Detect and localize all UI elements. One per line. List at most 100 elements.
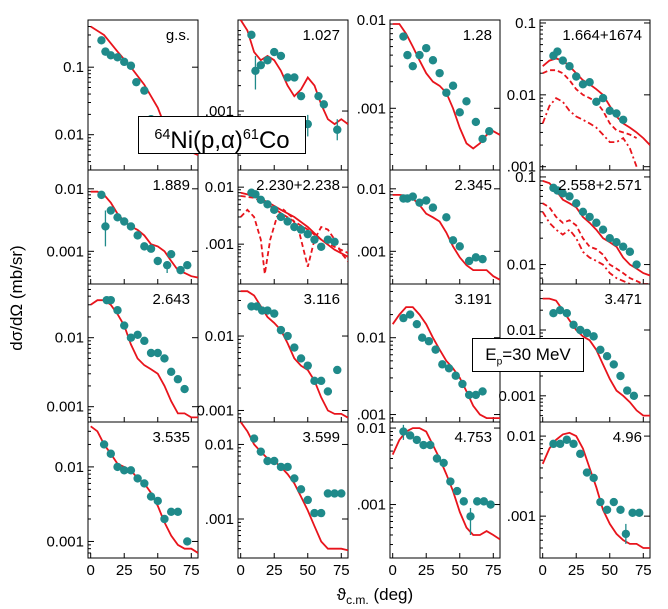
data-point bbox=[609, 360, 618, 369]
beam-energy-box: Ep=30 MeV bbox=[472, 338, 584, 372]
theory-curve-solid bbox=[391, 306, 500, 419]
reaction-mass-b: 61 bbox=[242, 127, 259, 143]
data-point bbox=[176, 265, 185, 275]
data-point bbox=[166, 367, 176, 377]
data-point bbox=[140, 336, 149, 346]
data-point bbox=[290, 343, 299, 352]
data-point bbox=[471, 253, 481, 262]
data-point bbox=[578, 207, 588, 217]
data-point bbox=[462, 97, 471, 106]
data-point bbox=[140, 242, 149, 251]
data-point bbox=[472, 497, 482, 506]
data-point bbox=[596, 497, 605, 507]
data-point bbox=[316, 508, 326, 518]
panel-energy-label: g.s. bbox=[166, 27, 190, 44]
data-point bbox=[602, 505, 612, 515]
data-point bbox=[323, 489, 333, 498]
data-point bbox=[431, 345, 440, 354]
data-point bbox=[596, 345, 605, 355]
panel-15: 0.01 .001 0 25 50 75 4.96 bbox=[507, 421, 652, 579]
x-tick-label: 50 bbox=[149, 562, 166, 579]
data-point bbox=[415, 50, 424, 60]
data-point bbox=[585, 77, 594, 87]
data-point bbox=[602, 351, 612, 361]
x-tick-label: 25 bbox=[116, 562, 133, 579]
panel-energy-label: 2.230+2.238 bbox=[256, 177, 340, 194]
data-point bbox=[448, 236, 458, 245]
data-point bbox=[133, 231, 142, 240]
panel-14: 0.01 .001 0 25 50 75 4.753 bbox=[357, 420, 502, 579]
y-tick-label: .001 bbox=[357, 243, 386, 260]
data-point bbox=[180, 384, 189, 394]
data-point bbox=[183, 260, 192, 270]
data-point bbox=[303, 229, 312, 239]
data-point bbox=[422, 196, 431, 205]
data-point bbox=[316, 242, 326, 251]
panel-energy-label: 4.96 bbox=[613, 429, 642, 446]
y-tick-label: 0.001 bbox=[196, 402, 234, 419]
data-point bbox=[270, 309, 279, 318]
data-point bbox=[283, 462, 292, 472]
y-tick-label: 0.001 bbox=[46, 533, 84, 550]
data-point bbox=[330, 489, 339, 498]
data-point bbox=[283, 73, 292, 82]
data-point bbox=[572, 72, 581, 81]
data-point bbox=[605, 106, 614, 115]
x-tick-label: 25 bbox=[266, 562, 283, 579]
data-point bbox=[310, 235, 319, 244]
data-point bbox=[296, 485, 306, 494]
data-point bbox=[146, 348, 156, 358]
data-point bbox=[106, 449, 116, 458]
theory-curve-dashdot bbox=[541, 96, 638, 168]
data-point bbox=[399, 313, 408, 323]
panel-2: 0.01 .001 1.28 bbox=[357, 12, 501, 171]
data-point bbox=[283, 331, 292, 341]
data-point bbox=[632, 260, 641, 269]
data-point bbox=[173, 375, 183, 384]
reaction-label-box: 64Ni(p,α)61Co bbox=[138, 116, 306, 154]
data-point bbox=[290, 222, 299, 232]
data-point bbox=[162, 260, 172, 270]
data-point bbox=[256, 60, 266, 70]
data-point bbox=[140, 86, 149, 95]
data-point bbox=[464, 390, 474, 400]
data-point bbox=[478, 387, 487, 396]
data-point bbox=[616, 371, 625, 381]
data-point bbox=[256, 195, 266, 205]
panel-energy-label: 4.753 bbox=[454, 429, 492, 446]
data-point bbox=[609, 497, 618, 507]
data-point bbox=[276, 212, 286, 222]
data-point bbox=[485, 127, 494, 136]
theory-curve-solid bbox=[90, 299, 198, 419]
panel-energy-label: 3.599 bbox=[302, 429, 340, 446]
data-point bbox=[251, 190, 260, 199]
data-point bbox=[553, 47, 562, 56]
data-point bbox=[270, 47, 279, 57]
data-point bbox=[471, 117, 481, 127]
y-tick-label: 0.01 bbox=[55, 330, 84, 347]
theory-curve-solid bbox=[90, 190, 198, 279]
x-tick-label: 75 bbox=[635, 562, 652, 579]
data-point bbox=[419, 440, 428, 450]
data-point bbox=[153, 256, 162, 266]
data-point bbox=[576, 325, 585, 335]
data-point bbox=[435, 68, 444, 78]
panel-5: 0.01 .001 2.230+2.238 bbox=[205, 169, 349, 285]
data-point bbox=[183, 537, 192, 546]
data-point bbox=[442, 213, 451, 222]
data-point bbox=[249, 434, 259, 443]
data-point bbox=[283, 217, 292, 226]
data-point bbox=[464, 256, 474, 266]
data-point bbox=[153, 496, 162, 506]
y-tick-label: 0.1 bbox=[63, 59, 84, 76]
data-point bbox=[422, 43, 431, 53]
y-tick-label: 0.01 bbox=[507, 87, 536, 104]
data-point bbox=[126, 222, 136, 231]
panel-energy-label: 1.889 bbox=[152, 177, 190, 194]
data-point bbox=[247, 30, 256, 40]
data-point bbox=[562, 435, 572, 444]
y-axis-title: dσ/dΩ (mb/sr) bbox=[7, 245, 26, 350]
data-point bbox=[417, 333, 427, 342]
